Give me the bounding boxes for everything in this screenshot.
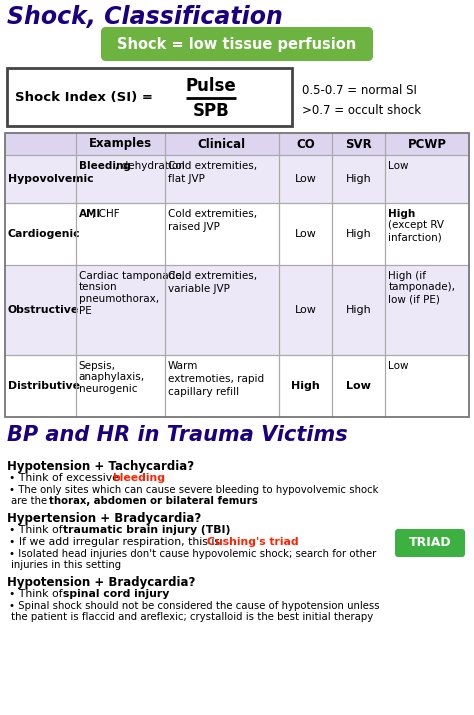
- Text: Cardiogenic: Cardiogenic: [8, 229, 81, 239]
- Bar: [5, 203, 469, 265]
- Bar: [5, 355, 469, 417]
- Text: Low: Low: [294, 305, 316, 315]
- Text: 0.5-0.7 = normal SI: 0.5-0.7 = normal SI: [302, 84, 417, 97]
- Text: High: High: [346, 174, 372, 184]
- Bar: [5, 133, 469, 155]
- Text: Cold extremities,
variable JVP: Cold extremities, variable JVP: [168, 271, 257, 294]
- Text: , CHF: , CHF: [92, 209, 120, 219]
- Text: • Isolated head injuries don't cause hypovolemic shock; search for other: • Isolated head injuries don't cause hyp…: [9, 549, 376, 559]
- Text: pneumothorax,: pneumothorax,: [79, 294, 159, 304]
- Text: the patient is flaccid and areflexic; crystalloid is the best initial therapy: the patient is flaccid and areflexic; cr…: [11, 612, 373, 622]
- Text: spinal cord injury: spinal cord injury: [63, 589, 169, 599]
- Text: High (if: High (if: [389, 271, 427, 281]
- Text: • If we add irregular respiration, this is: • If we add irregular respiration, this …: [9, 537, 224, 547]
- Text: • The only sites which can cause severe bleeding to hypovolvemic shock: • The only sites which can cause severe …: [9, 485, 379, 495]
- Text: Low: Low: [294, 174, 316, 184]
- Text: are the: are the: [11, 496, 50, 506]
- Text: • Think of: • Think of: [9, 589, 66, 599]
- Text: SVR: SVR: [346, 137, 372, 150]
- Text: tamponade),: tamponade),: [389, 282, 456, 292]
- Text: Low: Low: [389, 161, 409, 171]
- Text: High: High: [346, 229, 372, 239]
- FancyBboxPatch shape: [101, 27, 373, 61]
- Text: Shock = low tissue perfusion: Shock = low tissue perfusion: [118, 36, 356, 51]
- Text: anaphylaxis,: anaphylaxis,: [79, 373, 145, 383]
- Text: CO: CO: [296, 137, 315, 150]
- Text: injuries in this setting: injuries in this setting: [11, 560, 121, 570]
- Text: BP and HR in Trauma Victims: BP and HR in Trauma Victims: [7, 425, 347, 445]
- Text: Cardiac tamponade,: Cardiac tamponade,: [79, 271, 184, 281]
- Text: PE: PE: [79, 305, 91, 315]
- Text: Warm
extremoties, rapid
capillary refill: Warm extremoties, rapid capillary refill: [168, 361, 264, 397]
- Text: Cold extremities,
raised JVP: Cold extremities, raised JVP: [168, 209, 257, 232]
- Text: AMI: AMI: [79, 209, 101, 219]
- Text: Shock Index (SI) =: Shock Index (SI) =: [15, 91, 157, 104]
- Text: infarction): infarction): [389, 232, 442, 242]
- Text: Bleeding: Bleeding: [79, 161, 130, 171]
- Text: bleeding: bleeding: [112, 473, 165, 483]
- Text: Hypovolvemic: Hypovolvemic: [8, 174, 94, 184]
- Bar: [7, 68, 292, 126]
- Text: Cushing's triad: Cushing's triad: [207, 537, 299, 547]
- Bar: [5, 133, 469, 417]
- Text: Distributive: Distributive: [8, 381, 80, 391]
- Text: neurogenic: neurogenic: [79, 384, 137, 394]
- Text: Obstructive: Obstructive: [8, 305, 79, 315]
- Text: SPB: SPB: [192, 102, 229, 120]
- Text: Hypotension + Tachycardia?: Hypotension + Tachycardia?: [7, 460, 194, 473]
- Text: Low: Low: [346, 381, 371, 391]
- Text: • Spinal shock should not be considered the cause of hypotension unless: • Spinal shock should not be considered …: [9, 601, 380, 611]
- Text: >0.7 = occult shock: >0.7 = occult shock: [302, 104, 421, 117]
- Text: PCWP: PCWP: [408, 137, 447, 150]
- Text: traumatic brain injury (TBI): traumatic brain injury (TBI): [63, 525, 230, 535]
- Text: High: High: [291, 381, 320, 391]
- Text: , dehydration: , dehydration: [115, 161, 185, 171]
- FancyBboxPatch shape: [395, 529, 465, 557]
- Text: High: High: [389, 209, 416, 219]
- Text: Shock, Classification: Shock, Classification: [7, 5, 283, 29]
- Text: Low: Low: [294, 229, 316, 239]
- Text: (except RV: (except RV: [389, 220, 445, 230]
- Text: TRIAD: TRIAD: [409, 536, 451, 550]
- Text: High: High: [346, 305, 372, 315]
- Bar: [5, 155, 469, 203]
- Text: Clinical: Clinical: [198, 137, 246, 150]
- Text: Hypertension + Bradycardia?: Hypertension + Bradycardia?: [7, 512, 201, 525]
- Text: thorax, abdomen or bilateral femurs: thorax, abdomen or bilateral femurs: [49, 496, 258, 506]
- Text: Hypotension + Bradycardia?: Hypotension + Bradycardia?: [7, 576, 195, 589]
- Bar: [5, 265, 469, 355]
- Text: • Think of: • Think of: [9, 525, 66, 535]
- Text: Low: Low: [389, 361, 409, 371]
- Text: tension: tension: [79, 282, 117, 292]
- Text: • Think of excessive: • Think of excessive: [9, 473, 122, 483]
- Text: Sepsis,: Sepsis,: [79, 361, 116, 371]
- Text: low (if PE): low (if PE): [389, 294, 440, 304]
- Text: Cold extremities,
flat JVP: Cold extremities, flat JVP: [168, 161, 257, 184]
- Text: Pulse: Pulse: [186, 77, 237, 95]
- Text: Examples: Examples: [89, 137, 152, 150]
